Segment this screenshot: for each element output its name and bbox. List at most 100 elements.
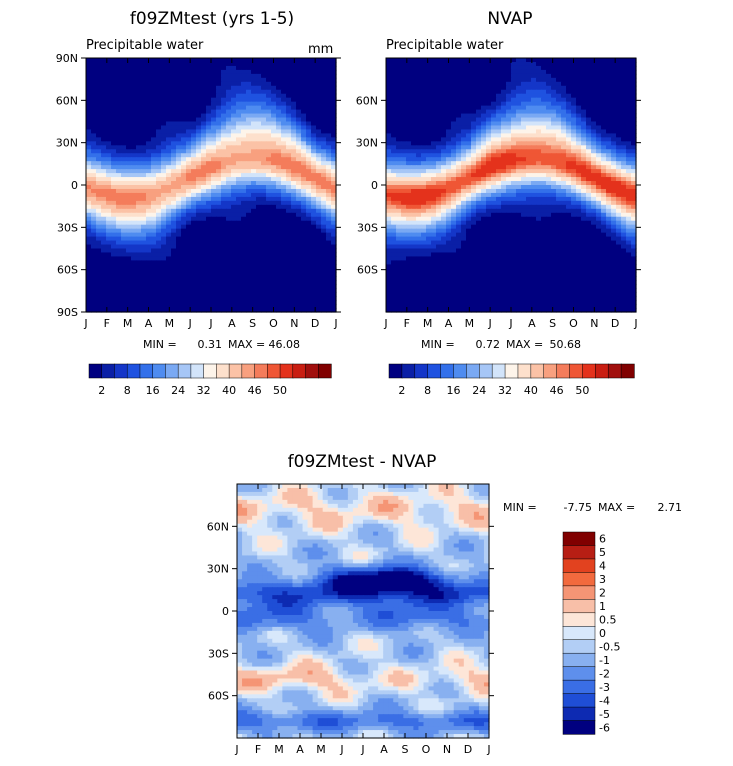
field-cell [166, 185, 172, 190]
field-cell [146, 173, 152, 178]
field-cell [311, 169, 317, 174]
field-cell [571, 101, 577, 107]
field-cell [191, 300, 197, 305]
field-cell [441, 113, 447, 119]
field-cell [216, 200, 222, 206]
field-cell [506, 145, 512, 150]
field-cell [256, 232, 262, 238]
field-cell [156, 192, 162, 198]
field-cell [131, 173, 137, 178]
field-cell [131, 117, 137, 123]
field-cell [96, 161, 102, 166]
field-cell [456, 58, 462, 63]
field-cell [186, 109, 192, 115]
field-cell [281, 117, 287, 123]
field-cell [306, 308, 312, 313]
field-cell [511, 153, 517, 158]
field-cell [611, 137, 617, 142]
field-cell [456, 97, 462, 103]
field-cell [591, 113, 597, 119]
field-cell [546, 125, 552, 131]
field-cell [226, 248, 232, 254]
field-cell [401, 109, 407, 115]
field-cell [561, 89, 567, 95]
field-cell [571, 173, 577, 178]
field-cell [141, 272, 147, 277]
field-cell [451, 173, 457, 178]
field-cell [86, 153, 92, 158]
field-cell [126, 240, 132, 246]
field-cell [276, 65, 282, 71]
field-cell [191, 165, 197, 170]
field-cell [501, 125, 507, 131]
field-cell [616, 181, 622, 186]
field-cell [316, 264, 322, 269]
field-cell [601, 101, 607, 107]
field-cell [306, 196, 312, 202]
field-cell [546, 105, 552, 111]
field-cell [126, 121, 132, 127]
field-cell [231, 220, 237, 226]
field-cell [221, 145, 227, 150]
field-cell [441, 177, 447, 182]
field-cell [141, 85, 147, 91]
field-cell [86, 181, 92, 186]
field-cell [161, 300, 167, 305]
field-cell [391, 125, 397, 131]
field-cell [291, 161, 297, 166]
field-cell [586, 113, 592, 119]
field-cell [461, 113, 467, 119]
field-cell [196, 268, 202, 273]
field-cell [251, 228, 257, 234]
field-cell [276, 276, 282, 281]
field-cell [441, 129, 447, 135]
field-cell [211, 165, 217, 170]
field-cell [596, 177, 602, 182]
field-cell [191, 141, 197, 146]
field-cell [151, 117, 157, 123]
field-cell [191, 276, 197, 281]
field-cell [261, 77, 267, 83]
field-cell [191, 181, 197, 186]
field-cell [406, 113, 412, 119]
field-cell [216, 220, 222, 226]
field-cell [296, 85, 302, 91]
field-cell [246, 161, 252, 166]
field-cell [186, 264, 192, 269]
field-cell [96, 173, 102, 178]
field-cell [431, 85, 437, 91]
field-cell [331, 93, 337, 99]
field-cell [521, 165, 527, 170]
field-cell [121, 173, 127, 178]
field-cell [511, 145, 517, 150]
field-cell [131, 101, 137, 107]
field-cell [191, 216, 197, 222]
field-cell [501, 133, 507, 138]
field-cell [251, 141, 257, 146]
field-cell [251, 252, 257, 258]
field-cell [151, 157, 157, 162]
field-cell [111, 161, 117, 166]
field-cell [186, 256, 192, 262]
field-cell [306, 97, 312, 103]
field-cell [146, 125, 152, 131]
field-cell [446, 113, 452, 119]
field-cell [416, 89, 422, 95]
field-cell [456, 173, 462, 178]
field-cell [171, 185, 177, 190]
field-cell [601, 177, 607, 182]
field-cell [296, 264, 302, 269]
field-cell [631, 137, 637, 142]
field-cell [181, 157, 187, 162]
field-cell [191, 284, 197, 289]
field-cell [106, 141, 112, 146]
field-cell [151, 137, 157, 142]
field-cell [226, 121, 232, 127]
field-cell [606, 81, 612, 87]
field-cell [226, 165, 232, 170]
field-cell [261, 81, 267, 87]
field-cell [546, 73, 552, 79]
field-cell [141, 81, 147, 87]
field-cell [251, 204, 257, 210]
field-cell [116, 109, 122, 115]
